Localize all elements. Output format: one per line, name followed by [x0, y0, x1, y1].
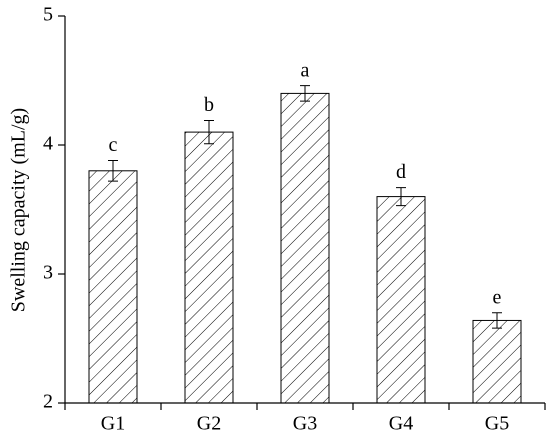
y-axis-label: Swelling capacity (mL/g): [8, 108, 30, 312]
error-bar: [108, 159, 118, 182]
x-tick-label: G4: [389, 413, 413, 435]
annotation: d: [396, 161, 406, 183]
error-bar: [204, 119, 214, 145]
x-tick-label: G2: [197, 413, 221, 435]
bar: [88, 170, 138, 404]
bar: [184, 131, 234, 404]
error-bar: [300, 85, 310, 102]
annotation: b: [204, 94, 214, 116]
annotation: e: [493, 286, 502, 308]
y-tick-label: 3: [43, 262, 53, 284]
bar: [376, 196, 426, 404]
y-tick-label: 4: [43, 133, 53, 155]
bar: [280, 92, 330, 404]
y-tick-label: 5: [43, 4, 53, 26]
error-bar: [396, 187, 406, 207]
x-tick-label: G1: [101, 413, 125, 435]
y-tick-label: 2: [43, 391, 53, 413]
annotation: c: [109, 134, 118, 156]
bar: [472, 319, 522, 404]
x-tick-label: G3: [293, 413, 317, 435]
annotation: a: [301, 59, 310, 81]
error-bar: [492, 312, 502, 329]
x-tick-label: G5: [485, 413, 509, 435]
